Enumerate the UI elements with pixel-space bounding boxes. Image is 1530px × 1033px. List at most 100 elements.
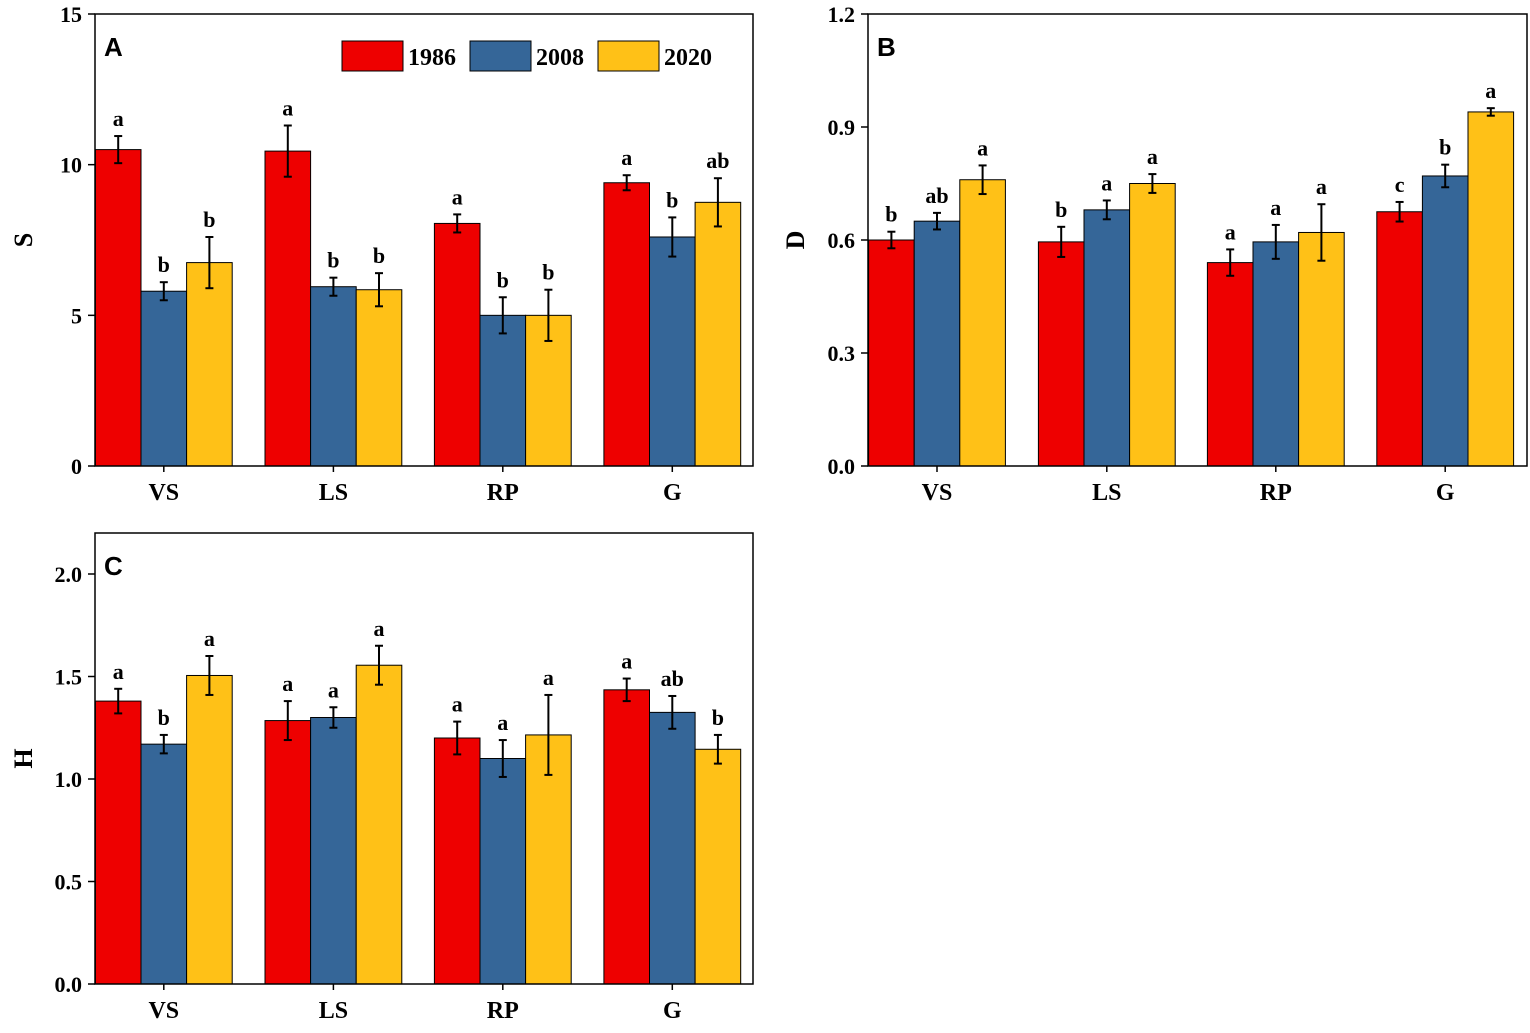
bar-C-LS-1986 [264, 720, 312, 985]
bar-A-VS-1986 [94, 149, 142, 467]
panel-letter-A: A [104, 32, 123, 62]
bar-A-G-2008 [649, 236, 696, 467]
sig-label-A-LS-1986: a [282, 95, 293, 120]
x-tick-label-C-RP: RP [487, 998, 519, 1024]
bar-A-LS-2020 [355, 289, 403, 467]
y-axis-title-A: S [9, 233, 38, 247]
bar-C-RP-2020 [525, 734, 572, 985]
plot-frame-C [94, 532, 754, 985]
bar-C-RP-1986 [433, 737, 481, 985]
sig-label-C-RP-1986: a [452, 692, 463, 717]
sig-label-C-G-2020: b [712, 705, 724, 730]
bar-A-VS-2008 [140, 290, 188, 467]
bar-B-VS-1986 [868, 239, 915, 467]
x-tick-label-C-VS: VS [148, 998, 179, 1024]
y-tick-label-C-0.0: 0.0 [55, 972, 83, 997]
sig-label-C-RP-2020: a [543, 665, 554, 690]
y-tick-label-C-1.5: 1.5 [55, 665, 83, 690]
bar-A-LS-1986 [264, 150, 312, 467]
sig-label-A-G-2020: ab [706, 148, 729, 173]
y-tick-label-B-0.0: 0.0 [828, 454, 856, 479]
sig-label-B-G-2020: a [1485, 78, 1496, 103]
bar-B-G-2008 [1421, 175, 1469, 467]
x-tick-label-C-G: G [663, 998, 682, 1024]
bar-C-VS-1986 [94, 700, 142, 985]
sig-label-C-G-1986: a [621, 649, 632, 674]
bar-A-RP-2008 [479, 314, 527, 467]
sig-label-B-RP-2020: a [1316, 174, 1327, 199]
sig-label-C-VS-2008: b [158, 705, 170, 730]
legend-label-1986: 1986 [408, 45, 456, 71]
sig-label-A-LS-2008: b [327, 248, 339, 273]
bar-A-LS-2008 [310, 286, 357, 467]
bar-B-LS-1986 [1037, 241, 1085, 467]
sig-label-B-RP-1986: a [1225, 219, 1236, 244]
sig-label-C-LS-2008: a [328, 677, 339, 702]
sig-label-A-RP-2020: b [542, 260, 554, 285]
bar-C-VS-2020 [186, 674, 233, 985]
bar-C-VS-2008 [140, 743, 188, 985]
bar-B-VS-2008 [913, 220, 961, 467]
x-tick-label-A-VS: VS [148, 480, 179, 506]
x-tick-label-A-LS: LS [319, 480, 348, 506]
bar-B-G-1986 [1376, 211, 1423, 467]
bar-C-LS-2020 [355, 664, 403, 985]
sig-label-A-VS-2008: b [158, 252, 170, 277]
x-tick-label-B-G: G [1436, 480, 1455, 506]
sig-label-A-RP-2008: b [497, 267, 509, 292]
bar-B-RP-2008 [1252, 241, 1300, 467]
sig-label-B-VS-2020: a [977, 135, 988, 160]
bar-A-VS-2020 [186, 262, 233, 467]
y-axis-title-B: D [781, 231, 810, 250]
bar-B-G-2020 [1467, 111, 1515, 467]
x-tick-label-B-LS: LS [1092, 480, 1121, 506]
sig-label-C-RP-2008: a [497, 710, 508, 735]
legend-swatch-2008 [469, 40, 532, 72]
y-tick-label-A-5: 5 [71, 303, 82, 328]
y-axis-title-C: H [9, 748, 38, 768]
legend-swatch-2020 [597, 40, 660, 72]
legend-label-2020: 2020 [664, 45, 712, 71]
bar-C-G-2008 [649, 711, 696, 985]
sig-label-B-G-2008: b [1439, 135, 1451, 160]
x-tick-label-A-G: G [663, 480, 682, 506]
sig-label-A-G-1986: a [621, 145, 632, 170]
sig-label-A-LS-2020: b [373, 243, 385, 268]
y-tick-label-B-0.6: 0.6 [828, 228, 856, 253]
y-tick-label-B-1.2: 1.2 [828, 2, 856, 27]
sig-label-B-LS-2020: a [1147, 144, 1158, 169]
sig-label-C-VS-1986: a [113, 659, 124, 684]
x-tick-label-B-RP: RP [1260, 480, 1292, 506]
bar-B-LS-2008 [1083, 209, 1131, 467]
sig-label-C-LS-2020: a [374, 616, 385, 641]
x-tick-label-B-VS: VS [922, 480, 953, 506]
legend-label-2008: 2008 [536, 45, 584, 71]
y-tick-label-C-2.0: 2.0 [55, 562, 83, 587]
bar-C-G-2020 [694, 748, 742, 985]
sig-label-C-G-2008: ab [661, 666, 684, 691]
x-tick-label-C-LS: LS [319, 998, 348, 1024]
bar-B-VS-2020 [959, 179, 1006, 467]
y-tick-label-A-10: 10 [60, 153, 82, 178]
sig-label-A-RP-1986: a [452, 184, 463, 209]
sig-label-A-VS-1986: a [113, 106, 124, 131]
bar-C-LS-2008 [310, 717, 357, 985]
bar-B-RP-2020 [1298, 231, 1345, 467]
panel-letter-C: C [104, 551, 123, 581]
bar-C-RP-2008 [479, 758, 527, 985]
sig-label-A-G-2008: b [666, 187, 678, 212]
x-tick-label-A-RP: RP [487, 480, 519, 506]
sig-label-A-VS-2020: b [203, 207, 215, 232]
sig-label-B-VS-1986: b [885, 202, 897, 227]
y-tick-label-C-1.0: 1.0 [55, 767, 83, 792]
plot-frame-A [94, 13, 754, 467]
y-tick-label-B-0.9: 0.9 [828, 115, 856, 140]
sig-label-B-G-1986: c [1395, 172, 1405, 197]
sig-label-C-LS-1986: a [282, 671, 293, 696]
y-tick-label-B-0.3: 0.3 [828, 341, 856, 366]
sig-label-C-VS-2020: a [204, 626, 215, 651]
y-tick-label-A-0: 0 [71, 454, 82, 479]
bar-A-RP-1986 [433, 222, 481, 467]
